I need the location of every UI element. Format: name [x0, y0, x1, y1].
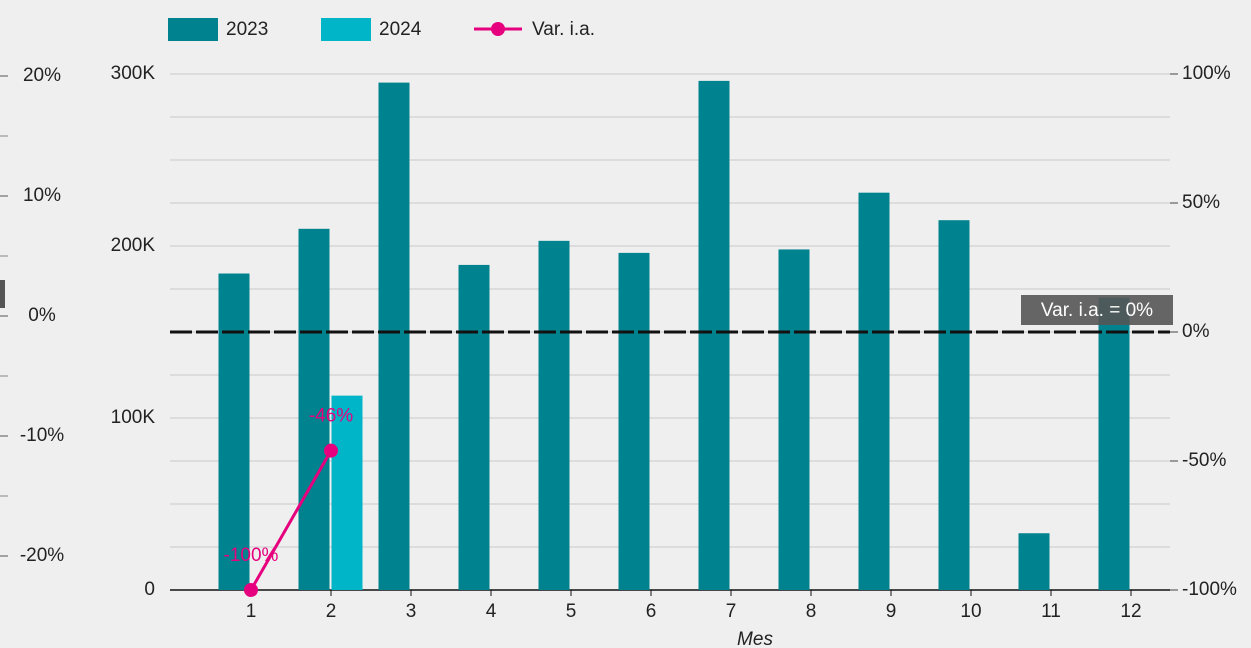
x-tick-label: 9: [886, 601, 897, 622]
x-tick-label: 10: [960, 601, 981, 622]
bar: [298, 228, 330, 591]
bar: [458, 264, 490, 590]
x-axis-title: Mes: [737, 629, 773, 648]
x-tick-label: 1: [246, 601, 257, 622]
bar: [1018, 533, 1050, 590]
y-tick-label: 20%: [23, 65, 61, 86]
x-tick-label: 8: [806, 601, 817, 622]
legend-label: Var. i.a.: [532, 19, 595, 40]
y-tick-label: 300K: [111, 63, 156, 84]
reference-label-bg: [1021, 295, 1173, 325]
x-tick-label: 3: [406, 601, 417, 622]
bar: [938, 220, 970, 590]
y2-tick-label: 50%: [1182, 192, 1220, 213]
x-tick-label: 5: [566, 601, 577, 622]
bar: [218, 273, 250, 590]
y-tick-label: 0: [144, 579, 155, 600]
y2-tick-label: 100%: [1182, 63, 1231, 84]
bar: [378, 82, 410, 590]
y-tick-label: 0%: [28, 305, 56, 326]
bar: [698, 80, 730, 590]
y-tick-label: 200K: [111, 235, 156, 256]
y-tick-label: -20%: [20, 545, 64, 566]
bar: [331, 395, 363, 590]
x-tick-label: 11: [1041, 601, 1061, 622]
bar: [858, 192, 890, 590]
legend-label: 2024: [379, 19, 422, 40]
y-tick-label: -10%: [20, 425, 64, 446]
line-point: [324, 443, 338, 458]
legend-label: 2023: [226, 19, 268, 40]
y-tick-label: 10%: [23, 185, 61, 206]
x-tick-label: 6: [646, 601, 657, 622]
data-label: -46%: [309, 406, 353, 427]
reference-label: Var. i.a. = 0%: [1041, 300, 1153, 321]
data-label: -100%: [224, 545, 279, 566]
legend-swatch: [321, 18, 371, 41]
x-tick-label: 7: [726, 601, 737, 622]
y2-tick-label: 0%: [1182, 321, 1210, 342]
x-tick-label: 2: [326, 601, 337, 622]
y2-tick-label: -100%: [1182, 579, 1237, 600]
x-tick-label: 12: [1120, 601, 1141, 622]
bar: [1098, 297, 1130, 590]
x-tick-label: 4: [486, 601, 497, 622]
reference-label-group: Var. i.a. = 0%: [1021, 295, 1173, 325]
cut-off-tooltip: [0, 280, 5, 308]
y2-tick-label: -50%: [1182, 450, 1226, 471]
line: [249, 449, 333, 591]
line-point: [244, 583, 258, 597]
bar: [538, 240, 570, 590]
bar: [618, 252, 650, 590]
y-tick-label: 100K: [111, 407, 156, 428]
legend-swatch: [168, 18, 218, 41]
bar: [778, 249, 810, 590]
legend-swatch: [491, 22, 505, 36]
